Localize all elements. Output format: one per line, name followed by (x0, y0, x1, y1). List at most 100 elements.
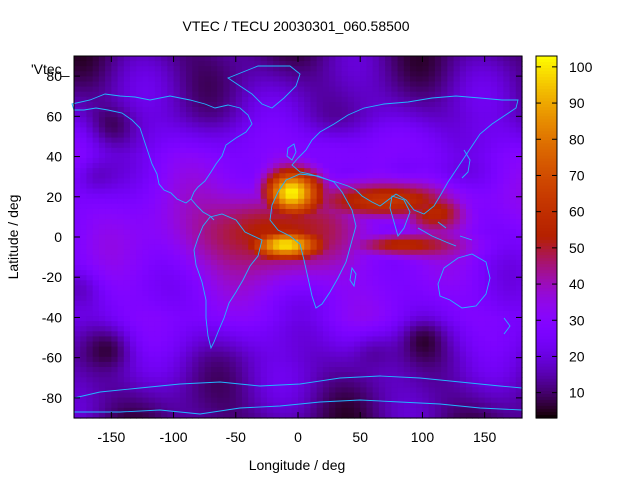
heatmap-cell (210, 295, 218, 302)
heatmap-cell (490, 132, 498, 139)
heatmap-cell (142, 178, 150, 185)
heatmap-cell (484, 127, 492, 134)
heatmap-cell (279, 392, 287, 399)
heatmap-cell (136, 152, 144, 159)
heatmap-cell (217, 310, 224, 317)
heatmap-cell (497, 193, 504, 200)
heatmap-cell (341, 285, 349, 292)
heatmap-cell (403, 56, 411, 62)
heatmap-cell (192, 224, 200, 230)
heatmap-cell (322, 295, 330, 302)
heatmap-cell (173, 387, 181, 394)
heatmap-cell (98, 351, 106, 358)
heatmap-cell (378, 81, 386, 88)
heatmap-cell (105, 193, 112, 200)
heatmap-cell (410, 356, 417, 363)
heatmap-cell (509, 239, 517, 246)
heatmap-cell (428, 193, 436, 200)
heatmap-cell (260, 152, 268, 159)
heatmap-cell (74, 407, 81, 414)
heatmap-cell (354, 219, 361, 225)
heatmap-cell (360, 346, 368, 353)
heatmap-cell (372, 208, 380, 215)
heatmap-cell (279, 280, 287, 287)
heatmap-cell (397, 300, 405, 307)
heatmap-cell (391, 219, 399, 225)
heatmap-cell (372, 280, 380, 287)
heatmap-cell (285, 208, 293, 215)
heatmap-cell (273, 198, 280, 205)
heatmap-cell (366, 132, 374, 139)
heatmap-cell (266, 142, 274, 149)
heatmap-cell (260, 76, 268, 83)
heatmap-cell (198, 157, 206, 164)
heatmap-cell (354, 270, 361, 276)
heatmap-cell (117, 229, 125, 236)
heatmap-cell (428, 224, 436, 230)
heatmap-cell (354, 361, 361, 368)
heatmap-cell (497, 71, 504, 77)
heatmap-cell (235, 402, 243, 409)
heatmap-cell (391, 275, 399, 281)
heatmap-cell (130, 331, 137, 338)
heatmap-cell (154, 300, 162, 307)
heatmap-cell (273, 356, 280, 363)
heatmap-cell (509, 265, 517, 271)
heatmap-cell (515, 372, 523, 378)
heatmap-cell (186, 122, 193, 128)
heatmap-cell (266, 224, 274, 230)
heatmap-cell (136, 367, 144, 373)
heatmap-cell (242, 61, 249, 67)
heatmap-cell (472, 193, 480, 200)
heatmap-cell (515, 387, 523, 394)
heatmap-cell (248, 392, 256, 399)
heatmap-cell (223, 198, 231, 205)
heatmap-cell (403, 117, 411, 123)
heatmap-cell (391, 157, 399, 164)
heatmap-cell (410, 91, 417, 98)
heatmap-cell (490, 61, 498, 67)
heatmap-cell (466, 290, 473, 297)
heatmap-cell (466, 341, 473, 348)
heatmap-cell (490, 326, 498, 332)
heatmap-cell (111, 142, 119, 149)
heatmap-cell (354, 402, 361, 409)
heatmap-cell (80, 198, 88, 205)
heatmap-cell (403, 234, 411, 241)
heatmap-cell (173, 122, 181, 128)
heatmap-cell (192, 86, 200, 93)
heatmap-cell (186, 86, 193, 93)
heatmap-cell (111, 300, 119, 307)
heatmap-cell (515, 275, 523, 281)
heatmap-cell (441, 392, 448, 399)
heatmap-cell (192, 208, 200, 215)
heatmap-cell (291, 106, 299, 113)
heatmap-cell (229, 254, 237, 261)
heatmap-cell (478, 341, 486, 348)
heatmap-cell (447, 112, 455, 118)
heatmap-cell (509, 341, 517, 348)
heatmap-cell (322, 208, 330, 215)
heatmap-cell (192, 173, 200, 179)
heatmap-cell (148, 316, 156, 322)
heatmap-cell (235, 71, 243, 77)
heatmap-cell (173, 249, 181, 256)
heatmap-cell (335, 361, 343, 368)
heatmap-cell (242, 56, 249, 62)
heatmap-cell (279, 203, 287, 210)
heatmap-cell (422, 66, 430, 72)
heatmap-cell (111, 147, 119, 154)
heatmap-cell (416, 387, 424, 394)
heatmap-cell (266, 254, 274, 261)
heatmap-cell (154, 214, 162, 220)
heatmap-cell (422, 168, 430, 174)
heatmap-cell (372, 270, 380, 276)
heatmap-cell (217, 61, 224, 67)
heatmap-cell (478, 290, 486, 297)
heatmap-cell (98, 341, 106, 348)
heatmap-cell (341, 265, 349, 271)
heatmap-cell (484, 208, 492, 215)
heatmap-cell (130, 356, 137, 363)
heatmap-cell (217, 137, 224, 144)
heatmap-cell (186, 188, 193, 195)
